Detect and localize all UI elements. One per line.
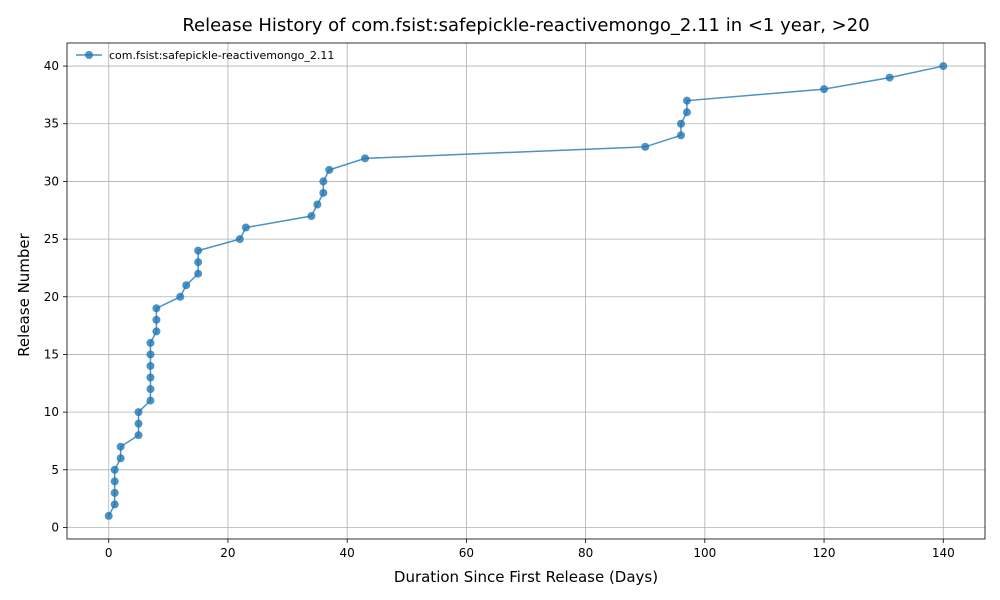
data-point [152,304,161,313]
legend: com.fsist:safepickle-reactivemongo_2.11 [76,49,334,62]
data-point [146,373,155,382]
data-point [176,292,185,301]
data-point [361,154,370,163]
data-point [682,108,691,117]
x-tick-label: 80 [578,546,593,560]
data-point [116,442,125,451]
data-point [116,454,125,463]
data-point [146,350,155,359]
x-tick-label: 60 [459,546,474,560]
chart-title: Release History of com.fsist:safepickle-… [182,15,869,36]
x-tick-label: 0 [105,546,113,560]
data-point [146,361,155,370]
data-point [110,477,119,486]
data-point [319,177,328,186]
data-point [152,315,161,324]
x-tick-label: 20 [220,546,235,560]
data-point [134,408,143,417]
data-point [104,511,113,520]
data-point [110,465,119,474]
data-point [676,131,685,140]
y-tick-label: 25 [44,232,59,246]
x-axis-ticks: 0 20 40 60 80 100 120 140 [105,539,955,560]
y-tick-label: 5 [51,463,59,477]
data-point [194,246,203,255]
data-point [307,212,316,221]
data-point [820,85,829,94]
data-point [134,431,143,440]
x-tick-label: 120 [813,546,836,560]
y-tick-label: 10 [44,405,59,419]
data-point [194,269,203,278]
x-axis-title: Duration Since First Release (Days) [394,568,658,586]
y-tick-label: 40 [44,59,59,73]
grid [67,43,985,539]
data-point [146,385,155,394]
data-point [146,338,155,347]
y-tick-label: 20 [44,290,59,304]
data-point [682,96,691,105]
legend-label: com.fsist:safepickle-reactivemongo_2.11 [109,49,334,62]
data-point [319,188,328,197]
legend-marker-swatch [85,51,93,59]
data-point [235,235,244,244]
data-point [110,500,119,509]
data-point [194,258,203,267]
plot-area-frame [66,42,986,540]
data-point [241,223,250,232]
y-tick-label: 30 [44,174,59,188]
series-line [108,65,944,517]
y-tick-label: 0 [51,520,59,534]
data-point [641,142,650,151]
series-layer [104,62,948,520]
x-tick-label: 40 [340,546,355,560]
data-point [134,419,143,428]
data-point [325,165,334,174]
y-axis-title: Release Number [15,232,33,356]
data-point [182,281,191,290]
x-tick-label: 140 [932,546,955,560]
y-tick-label: 35 [44,117,59,131]
data-point [146,396,155,405]
data-point [676,119,685,128]
y-tick-label: 15 [44,347,59,361]
data-point [110,488,119,497]
data-point [939,62,948,71]
x-tick-label: 100 [693,546,716,560]
y-axis-ticks: 0 5 10 15 20 25 30 35 40 [44,59,67,534]
data-point [313,200,322,209]
data-point [152,327,161,336]
data-point [885,73,894,82]
